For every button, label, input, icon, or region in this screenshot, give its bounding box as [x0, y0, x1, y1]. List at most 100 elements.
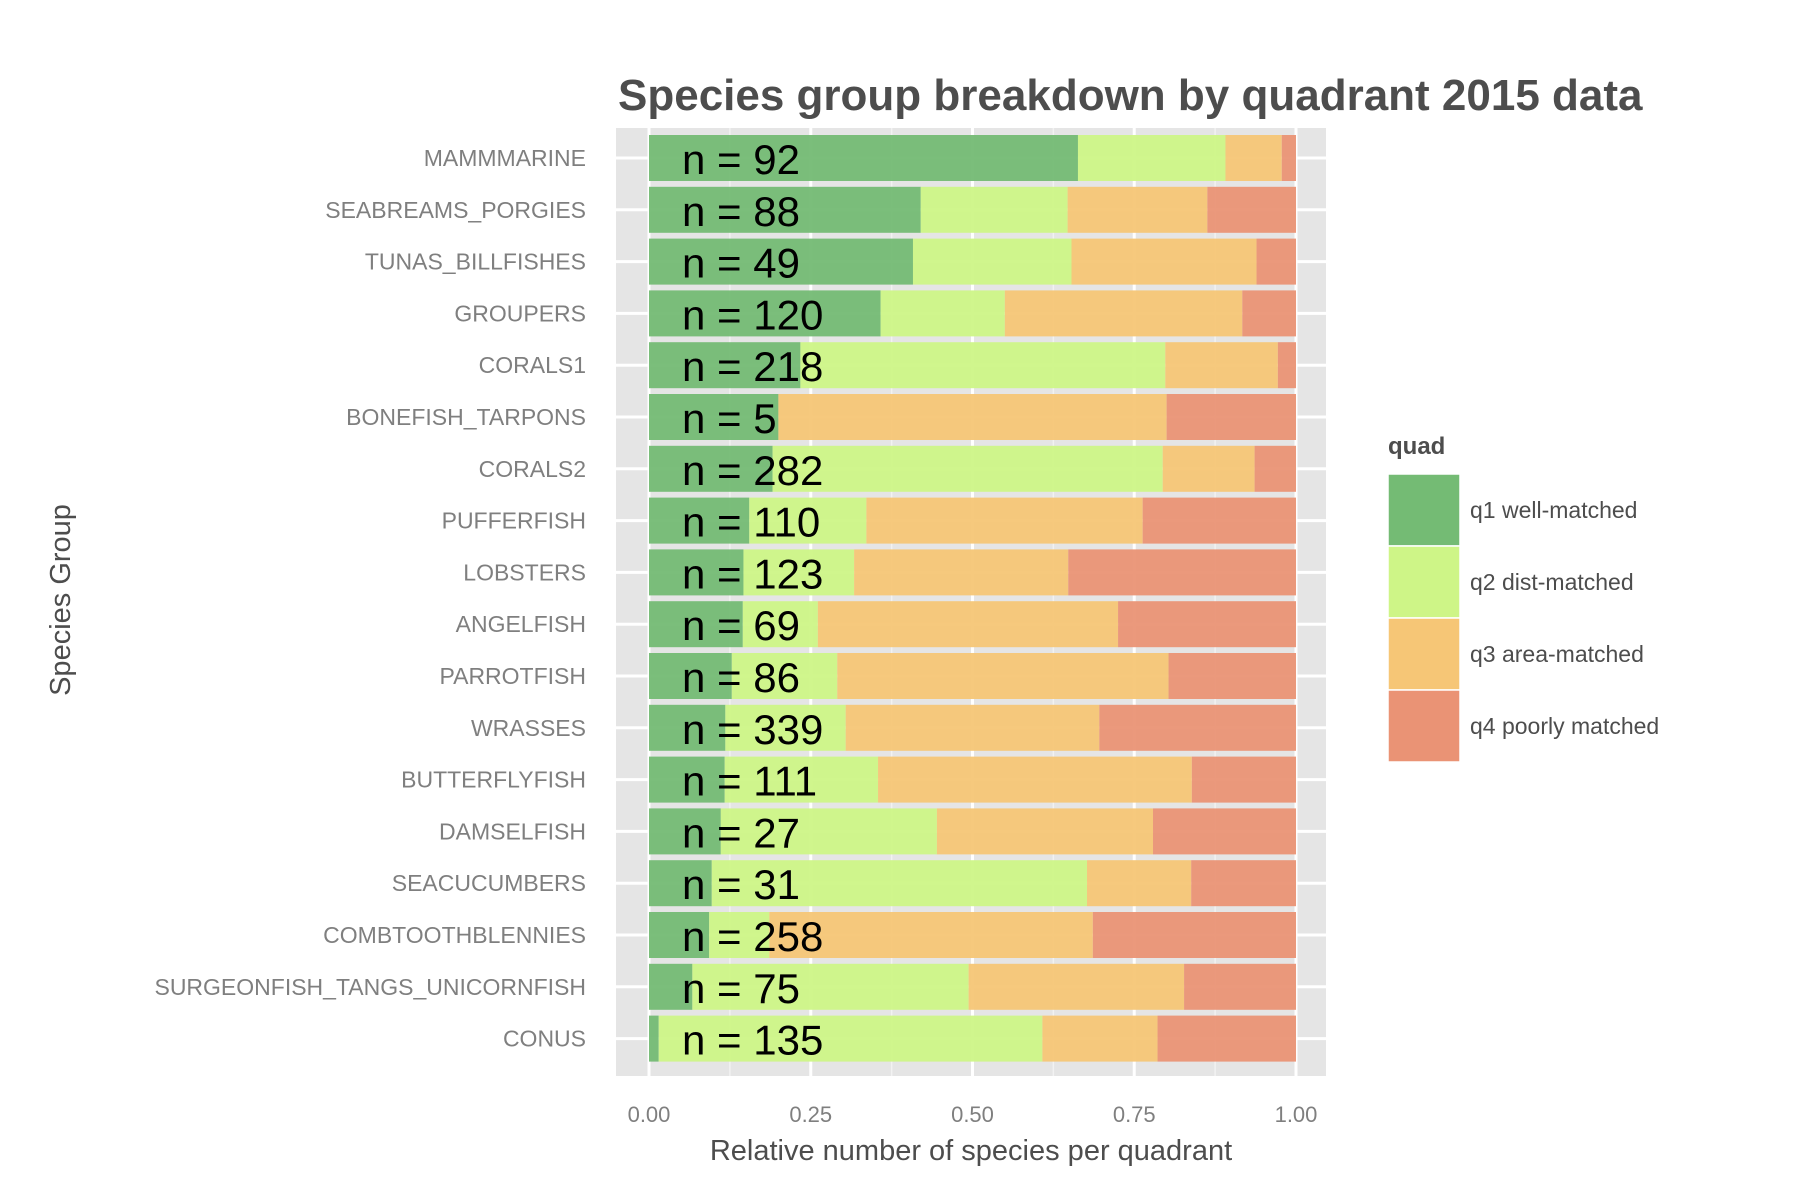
bar-segment: [1092, 912, 1296, 958]
legend: quad q1 well-matched q2 dist-matched q3 ar…: [1387, 433, 1659, 763]
y-tick-label: LOBSTERS: [463, 559, 586, 585]
bar-segment: [649, 912, 710, 958]
count-label: n = 31: [682, 861, 800, 908]
x-axis-title: Relative number of species per quadrant: [710, 1135, 1232, 1167]
bar-segment: [936, 808, 1154, 855]
bar-segment: [692, 963, 969, 1010]
bar-segment: [1256, 238, 1296, 285]
bar-segment: [1087, 860, 1192, 907]
count-labels: n = 92 n = 88 n = 49n = 120 n = 218 n = 5 n =…: [682, 136, 823, 1064]
bar-segment: [1162, 445, 1255, 492]
legend-key: [1387, 545, 1461, 619]
bar-segment: [1254, 445, 1296, 492]
bar-segment: [1071, 238, 1257, 285]
bar-segment: [731, 653, 838, 699]
y-tick-label: BUTTERFLYFISH: [401, 767, 586, 793]
bar-segment: [649, 394, 779, 440]
bar-segment: [709, 912, 770, 958]
x-tick-label: 0.00: [628, 1102, 671, 1127]
bar-segment: [1281, 135, 1296, 181]
bar-segment: [1168, 653, 1296, 699]
bar-segment: [1067, 186, 1208, 233]
bar-segment: [920, 186, 1068, 233]
x-tick-label: 0.25: [789, 1102, 832, 1127]
y-tick-label: COMBTOOTHBLENNIES: [323, 922, 586, 948]
count-label: n = 110: [682, 499, 820, 546]
y-tick-label: ANGELFISH: [456, 611, 586, 637]
legend-label: q1 well-matched: [1470, 497, 1637, 523]
bar-segment: [742, 601, 818, 648]
bar-segment: [1118, 601, 1296, 648]
bar-segment: [866, 497, 1143, 544]
bar-segment: [649, 756, 725, 803]
count-label: n = 135: [682, 1017, 823, 1064]
count-label: n = 5: [682, 395, 777, 442]
bar-segment: [711, 860, 1088, 907]
count-label: n = 282: [682, 447, 823, 494]
legend-label: q2 dist-matched: [1470, 569, 1634, 595]
bar-segment: [1165, 342, 1278, 389]
y-tick-label: SURGEONFISH_TANGS_UNICORNFISH: [154, 974, 586, 1000]
bar-segment: [649, 135, 1078, 181]
bar-segment: [817, 601, 1119, 648]
bar-segment: [725, 704, 846, 751]
bar-segment: [968, 963, 1185, 1010]
bar-segment: [658, 1015, 1043, 1062]
bar-segment: [720, 808, 937, 855]
bar-segment: [649, 549, 744, 596]
bar-segment: [1191, 860, 1296, 907]
bar-segment: [837, 653, 1169, 699]
count-label: n = 218: [682, 343, 823, 390]
count-label: n = 123: [682, 550, 823, 597]
count-label: n = 92: [682, 136, 800, 183]
bar-segment: [649, 704, 726, 751]
bar-segment: [1242, 290, 1296, 337]
legend-key: [1387, 689, 1461, 763]
x-tick-label: 1.00: [1275, 1102, 1318, 1127]
bar-segment: [912, 238, 1072, 285]
x-tick-label: 0.50: [951, 1102, 994, 1127]
bars: [649, 135, 1296, 1062]
legend-title: quad: [1388, 433, 1445, 460]
y-tick-label: TUNAS_BILLFISHES: [365, 249, 586, 275]
bar-segment: [1184, 963, 1296, 1010]
x-tick-labels: 0.00 0.25 0.50 0.75 1.00: [628, 1102, 1318, 1127]
count-label: n = 49: [682, 240, 800, 287]
bar-segment: [649, 601, 743, 648]
bar-segment: [778, 394, 1167, 440]
bar-segment: [1207, 186, 1296, 233]
bar-segment: [878, 756, 1192, 803]
bar-segment: [649, 445, 773, 492]
legend-key: [1387, 473, 1461, 547]
count-label: n = 27: [682, 809, 800, 856]
bar-segment: [880, 290, 1005, 337]
count-label: n = 120: [682, 291, 823, 338]
y-tick-label: SEABREAMS_PORGIES: [325, 197, 586, 223]
bar-segment: [800, 342, 1166, 389]
count-label: n = 339: [682, 706, 823, 753]
y-tick-labels: MAMMMARINE SEABREAMS_PORGIES TUNAS_BILLFIS…: [154, 145, 586, 1052]
bar-segment: [854, 549, 1069, 596]
bar-segment: [845, 704, 1100, 751]
chart-title: Species group breakdown by quadrant 2015…: [618, 71, 1643, 120]
bar-segment: [649, 860, 712, 907]
bar-segment: [649, 238, 913, 285]
y-tick-label: CORALS1: [479, 352, 586, 378]
bar-segment: [1225, 135, 1282, 181]
y-tick-label: SEACUCUMBERS: [392, 870, 586, 896]
bar-segment: [1191, 756, 1296, 803]
bar-segment: [1277, 342, 1296, 389]
bar-segment: [1004, 290, 1243, 337]
bar-segment: [749, 497, 867, 544]
bar-segment: [649, 653, 732, 699]
bar-segment: [649, 186, 921, 233]
y-tick-label: MAMMMARINE: [424, 145, 586, 171]
count-label: n = 111: [682, 758, 817, 805]
y-tick-label: CORALS2: [479, 456, 586, 482]
count-label: n = 69: [682, 602, 800, 649]
bar-segment: [649, 290, 881, 337]
bar-segment: [743, 549, 855, 596]
count-label: n = 258: [682, 913, 823, 960]
bar-segment: [724, 756, 879, 803]
